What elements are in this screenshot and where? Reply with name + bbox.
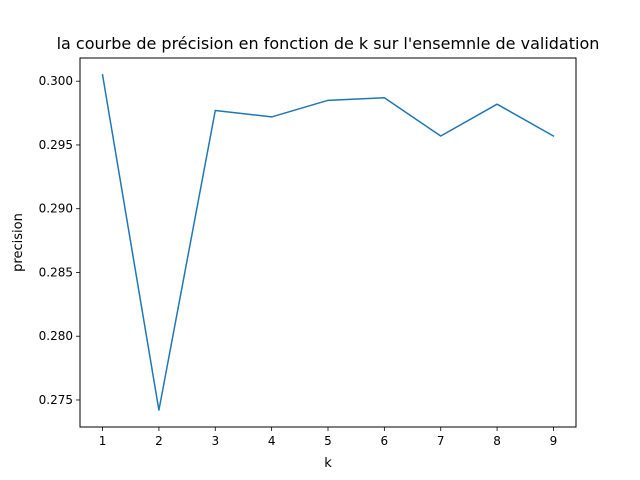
plot-area (80, 58, 576, 427)
x-tick-label: 9 (550, 434, 558, 448)
x-tick-label: 5 (324, 434, 332, 448)
x-axis-ticks: 1 2 3 4 5 6 7 8 9 (99, 427, 558, 448)
x-tick-label: 1 (99, 434, 107, 448)
series-line (101, 73, 555, 411)
y-tick-label: 0.280 (39, 329, 73, 343)
y-axis-ticks: 0.275 0.280 0.285 0.290 0.295 0.300 (39, 74, 80, 407)
x-tick-label: 2 (155, 434, 163, 448)
series-layer (101, 73, 555, 411)
x-axis-label: k (324, 456, 332, 471)
y-axis-label: precision (11, 213, 26, 272)
chart-title: la courbe de précision en fonction de k … (57, 34, 600, 53)
x-tick-label: 6 (381, 434, 389, 448)
x-tick-label: 8 (493, 434, 501, 448)
x-tick-label: 7 (437, 434, 445, 448)
plot-frame (79, 57, 577, 428)
x-tick-label: 4 (268, 434, 276, 448)
y-tick-label: 0.290 (39, 202, 73, 216)
x-tick-label: 3 (211, 434, 219, 448)
y-tick-label: 0.285 (39, 265, 73, 279)
y-tick-label: 0.300 (39, 74, 73, 88)
y-tick-label: 0.295 (39, 138, 73, 152)
y-tick-label: 0.275 (39, 393, 73, 407)
